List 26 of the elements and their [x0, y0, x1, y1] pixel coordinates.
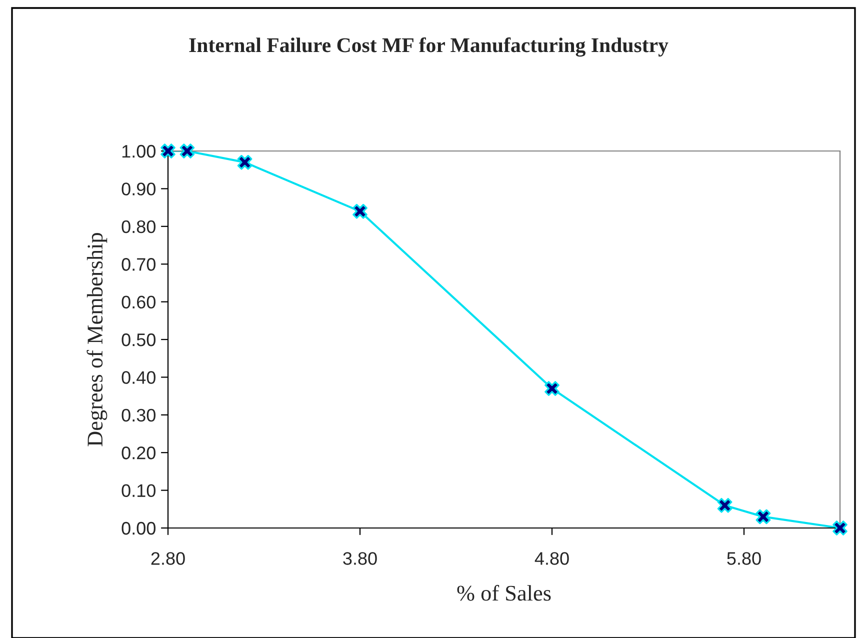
y-tick-label: 0.90 — [122, 182, 156, 196]
chart-title: Internal Failure Cost MF for Manufacturing Industry — [189, 37, 668, 57]
y-tick-label: 0.20 — [122, 446, 156, 460]
point — [832, 520, 848, 536]
x-tick-label: 2.80 — [151, 552, 185, 565]
y-tick-label: 0.70 — [122, 258, 156, 271]
y-tick-label: 0.60 — [122, 296, 156, 309]
y-tick-label: 0.50 — [122, 333, 156, 346]
point — [160, 144, 176, 158]
x-tick-label: 3.80 — [343, 552, 377, 565]
y-tick-label: 0.30 — [122, 408, 156, 422]
point — [237, 154, 252, 170]
point — [756, 509, 771, 524]
x-axis-title: % of Sales — [457, 584, 551, 601]
point — [544, 381, 560, 396]
y-tick-label: 0.80 — [122, 220, 156, 234]
y-tick-label: 0.40 — [122, 371, 156, 384]
point — [717, 498, 732, 513]
x-tick-label: 5.80 — [727, 552, 761, 565]
x-tick-label: 4.80 — [534, 552, 569, 565]
point — [180, 144, 195, 158]
y-tick-label: 1.00 — [122, 144, 156, 158]
y-tick-label: 0.00 — [122, 522, 156, 535]
y-axis-title: Degrees of Membership — [86, 233, 108, 446]
point — [352, 204, 368, 219]
y-tick-label: 0.10 — [122, 484, 156, 498]
